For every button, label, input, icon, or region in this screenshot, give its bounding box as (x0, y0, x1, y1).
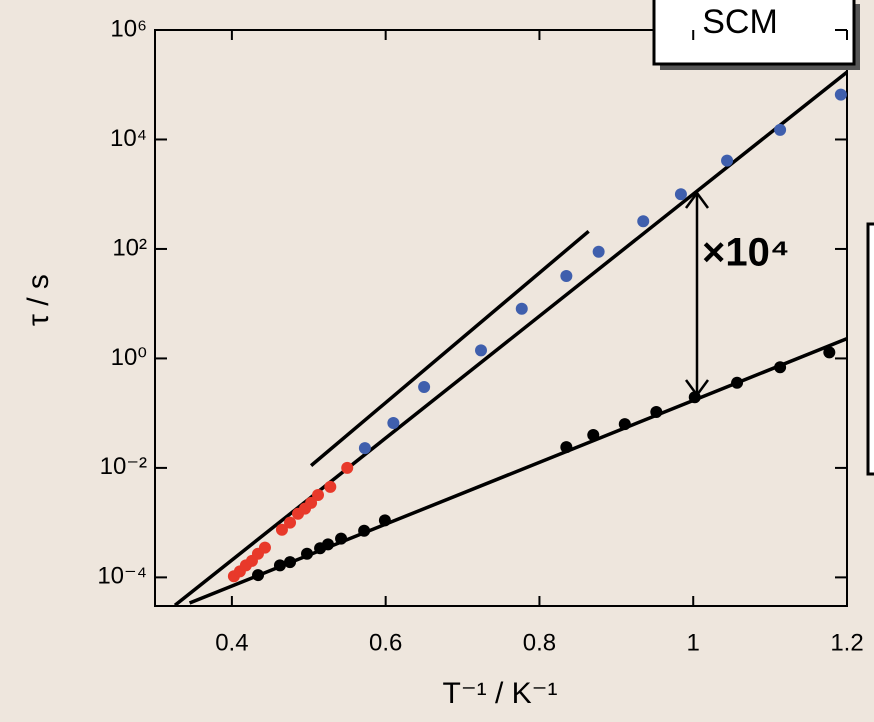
point (418, 381, 431, 394)
point (252, 569, 265, 582)
y-tick-label: 10⁴ (110, 125, 147, 152)
y-tick-label: 10⁻² (100, 453, 147, 480)
point (823, 346, 836, 359)
x-axis-title: T⁻¹ / K⁻¹ (443, 677, 558, 710)
point (335, 532, 348, 545)
point (618, 418, 631, 431)
point (284, 556, 297, 569)
point (305, 496, 318, 509)
point (301, 547, 314, 560)
annotation: ×10⁴ (702, 231, 790, 275)
point (731, 376, 744, 389)
plot-frame (154, 29, 848, 607)
point (560, 441, 573, 454)
point (774, 361, 787, 374)
fit-line (173, 70, 849, 607)
fit-line (309, 229, 590, 467)
y-axis-title: τ / s (22, 274, 55, 326)
point (774, 123, 787, 136)
point (515, 302, 528, 315)
point (721, 154, 734, 167)
x-tick-label: 1.2 (830, 629, 863, 656)
point (387, 417, 400, 430)
point (275, 523, 288, 536)
point (273, 559, 286, 572)
point (324, 480, 337, 493)
point (358, 524, 371, 537)
annotation-box (652, 0, 856, 66)
point (284, 516, 297, 529)
point (322, 538, 334, 551)
point (358, 442, 371, 455)
y-tick-label: 10² (112, 234, 147, 261)
point (378, 514, 391, 527)
point (560, 270, 573, 283)
annotation: SCM (702, 3, 778, 41)
x-tick-label: 1 (687, 629, 700, 656)
y-tick-label: 10⁶ (110, 15, 147, 42)
point (834, 88, 847, 101)
point (637, 215, 650, 228)
point (674, 188, 687, 201)
x-tick-label: 0.8 (523, 629, 556, 656)
point (592, 245, 605, 258)
point (688, 391, 701, 404)
x-tick-label: 0.4 (215, 629, 248, 656)
point (587, 428, 600, 441)
point (475, 344, 488, 357)
point (341, 461, 354, 474)
y-tick-label: 10⁰ (111, 344, 147, 371)
x-tick-label: 0.6 (369, 629, 402, 656)
point (312, 488, 325, 501)
side-box (866, 222, 874, 476)
point (258, 541, 271, 554)
point (650, 406, 663, 419)
y-tick-label: 10⁻⁴ (97, 563, 147, 590)
